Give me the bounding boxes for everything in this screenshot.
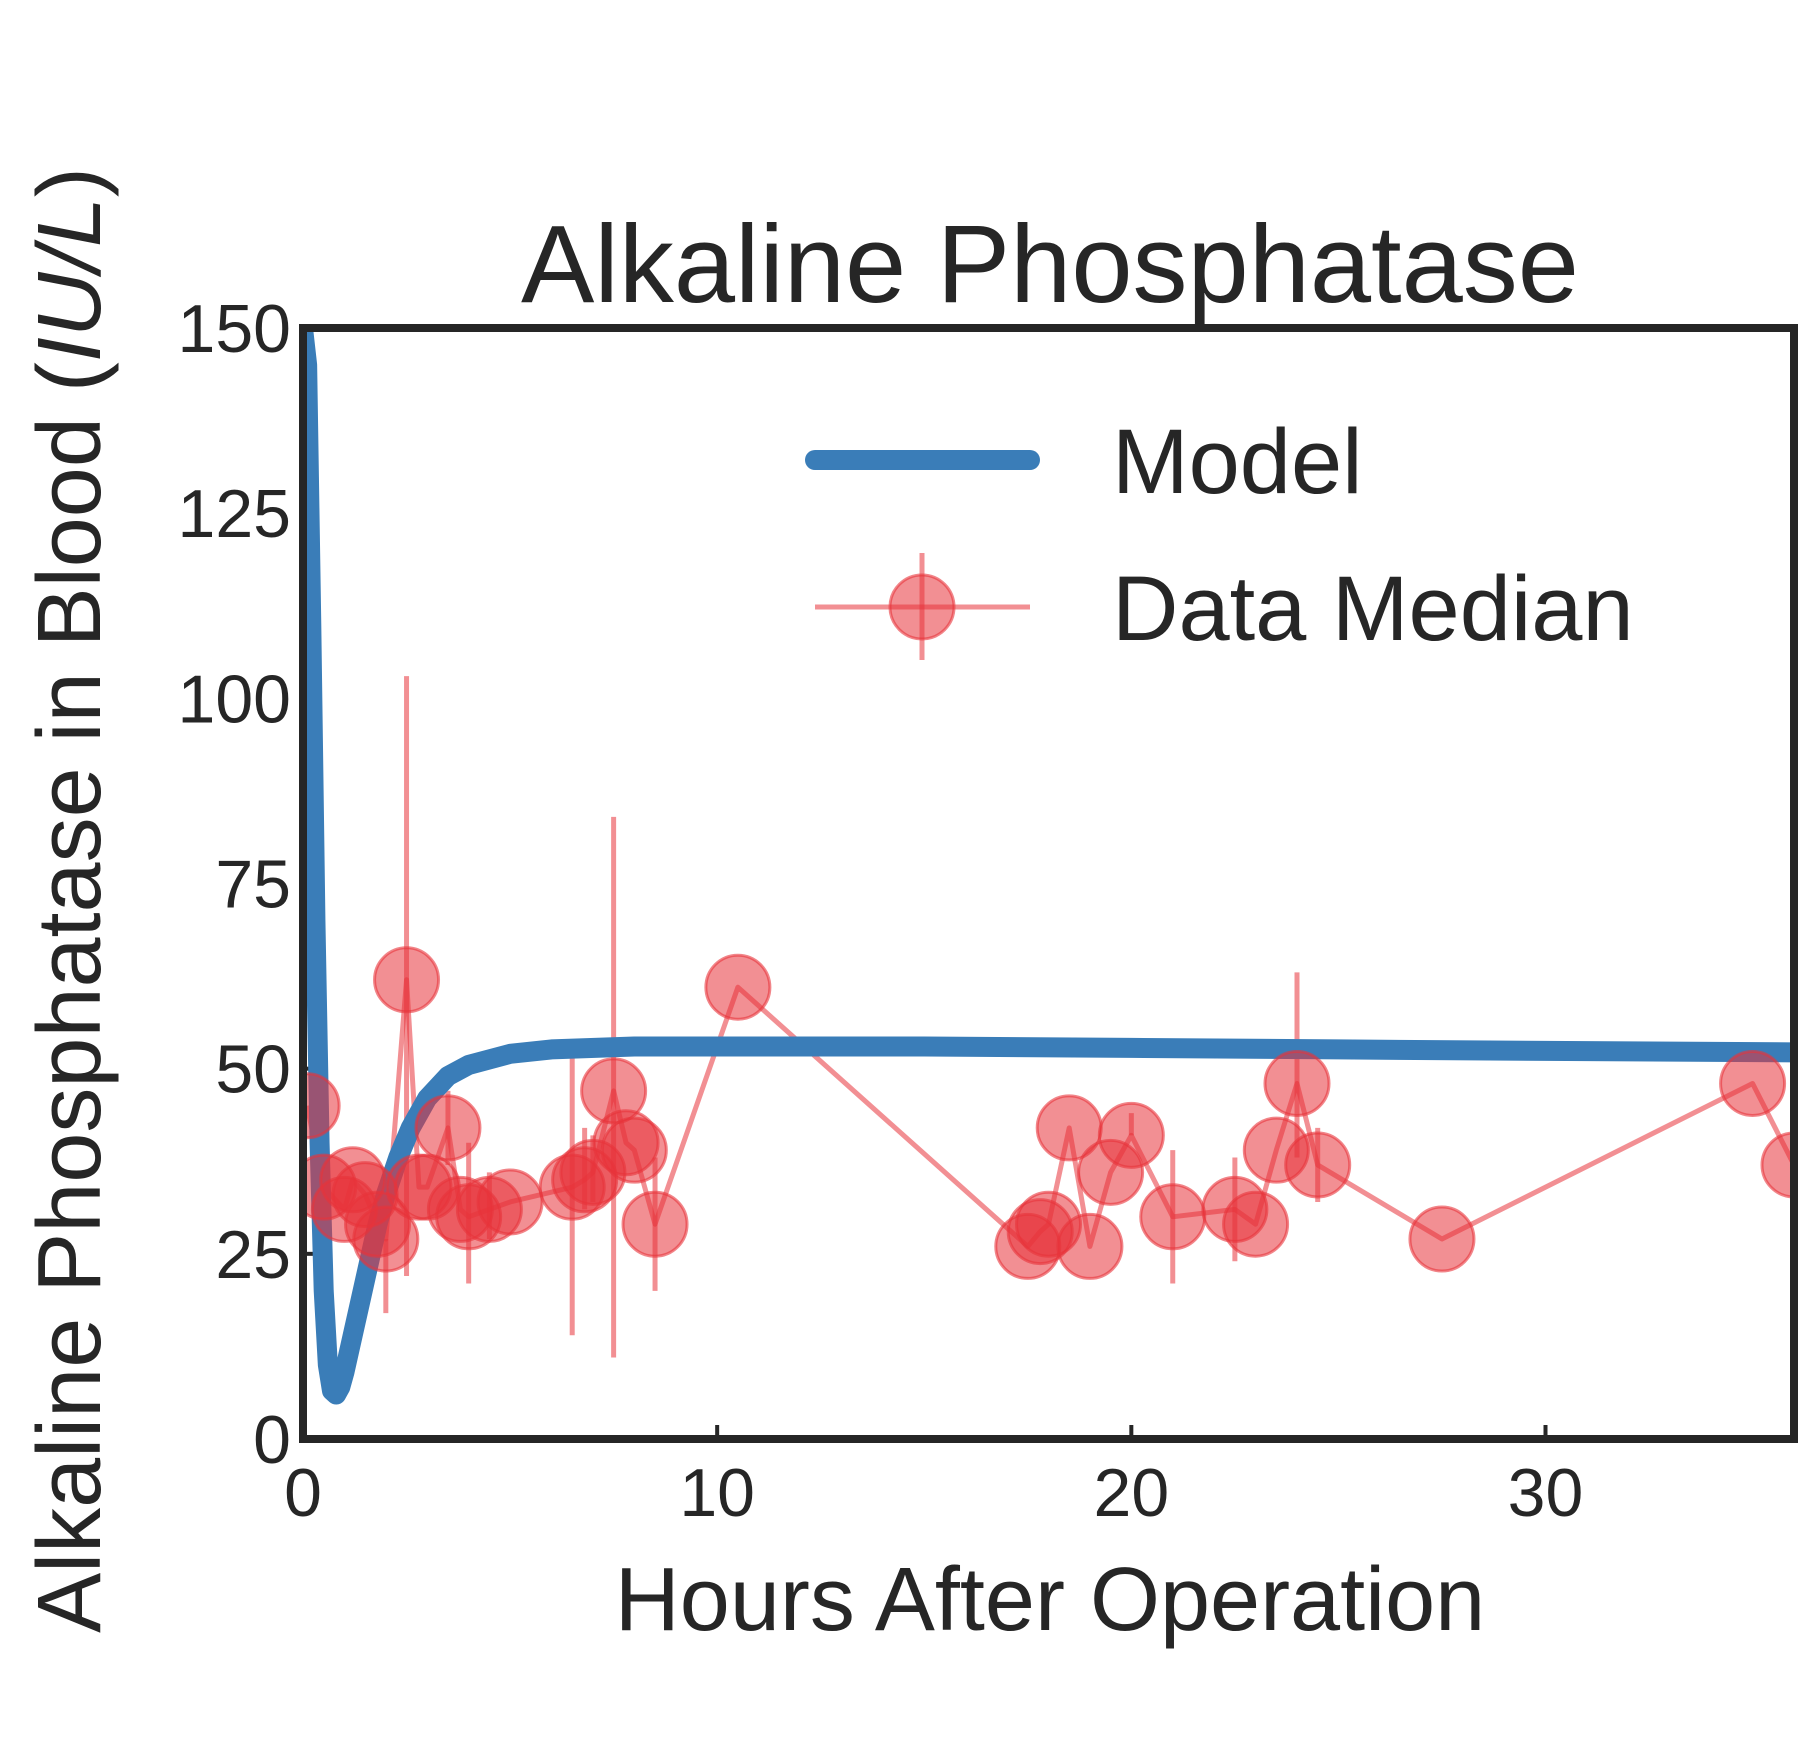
legend-data-marker [888, 573, 956, 641]
x-axis-label: Hours After Operation [615, 1550, 1485, 1650]
y-axis-label: Alkaline Phosphatase in Blood (IU/L) [20, 167, 120, 1633]
y-tick-label: 150 [178, 291, 291, 367]
data-median-point [476, 1168, 544, 1236]
y-tick-label: 25 [215, 1217, 291, 1293]
x-tick-label: 0 [284, 1455, 322, 1531]
svg-text:Alkaline Phosphatase in Blood: Alkaline Phosphatase in Blood (IU/L) [20, 167, 120, 1633]
data-median-point [704, 953, 772, 1021]
chart-title: Alkaline Phosphatase [521, 203, 1579, 326]
y-tick-label: 0 [253, 1402, 291, 1478]
data-median-point [621, 1190, 689, 1258]
data-median-point [373, 946, 441, 1014]
data-median-point [303, 1072, 341, 1140]
data-median-point [1719, 1049, 1787, 1117]
ticks: 0 10 20 30 0 25 50 75 100 125 150 [178, 291, 1584, 1531]
data-median-point [1139, 1183, 1207, 1251]
y-tick-label: 75 [215, 847, 291, 923]
plot-area [303, 328, 1794, 1405]
data-median-point [600, 1116, 668, 1184]
data-median-point [1222, 1190, 1290, 1258]
y-tick-label: 100 [178, 661, 291, 737]
x-tick-label: 20 [1094, 1455, 1170, 1531]
x-tick-label: 10 [679, 1455, 755, 1531]
x-tick-label: 30 [1508, 1455, 1584, 1531]
data-median-point [1263, 1049, 1331, 1117]
data-median-point [352, 1205, 420, 1273]
legend-model-label: Model [1112, 411, 1363, 513]
data-median-point [414, 1094, 482, 1162]
y-tick-label: 125 [178, 476, 291, 552]
data-median-point [1284, 1131, 1352, 1199]
data-median-point [1097, 1101, 1165, 1169]
legend: Model Data Median [805, 411, 1634, 660]
data-median-point [1408, 1205, 1476, 1273]
data-median-point [1056, 1212, 1124, 1280]
y-axis-label-unit: IU/L [20, 197, 120, 362]
y-axis-label-prefix: Alkaline Phosphatase in Blood ( [20, 362, 120, 1633]
data-median-point [1760, 1131, 1794, 1199]
y-tick-label: 50 [215, 1032, 291, 1108]
plot-frame [299, 324, 1798, 1443]
legend-data-label: Data Median [1112, 558, 1634, 660]
y-axis-label-suffix: ) [20, 167, 120, 197]
